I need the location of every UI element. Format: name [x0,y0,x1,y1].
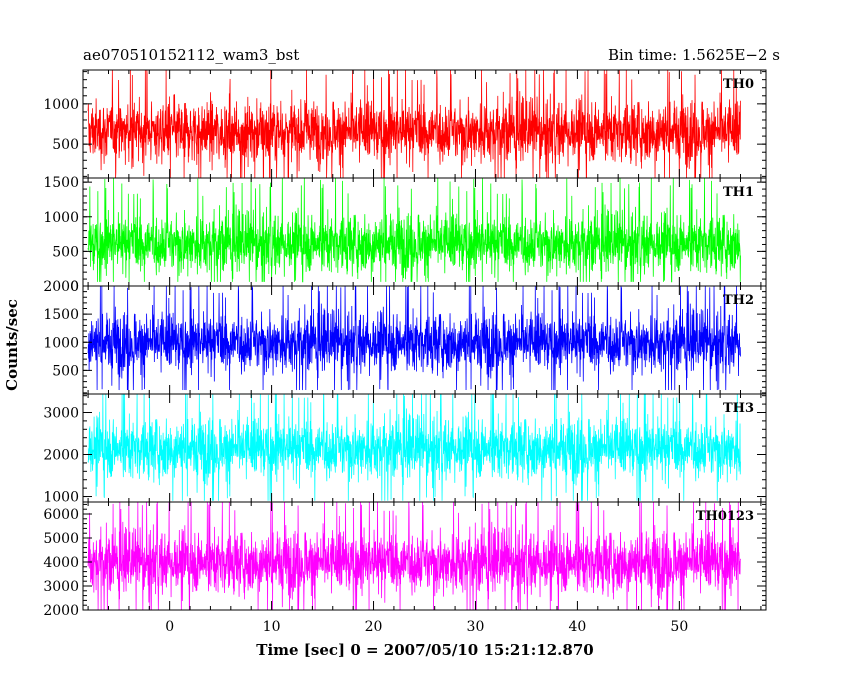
series-label-th0123: TH0123 [696,509,754,524]
y-tick-label: 2000 [43,603,79,619]
chart-title: ae070510152112_wam3_bst [83,46,299,64]
series-label-th3: TH3 [723,401,754,416]
x-tick-label: 30 [467,619,485,635]
y-tick-label: 1000 [43,210,79,226]
y-tick-label: 1500 [43,307,79,323]
y-axis-label: Counts/sec [3,299,21,391]
panel-th1: 0 500 1000 1500 TH1 [43,175,767,295]
x-tick-label: 40 [568,619,586,635]
series-trace-th1 [87,178,741,283]
panel-th2: 500 1000 1500 2000 TH2 [43,279,767,395]
panels-group: 500 1000 TH0 0 500 1000 1500 TH1 500 1000 1500 2000… [43,69,767,619]
y-tick-label: 1000 [43,490,79,506]
y-tick-label: 4000 [43,555,79,571]
x-tick-label: 0 [165,619,174,635]
y-tick-label: 500 [52,244,79,260]
y-tick-label: 5000 [43,531,79,547]
x-axis: 0 10 20 30 40 50 [165,619,688,635]
y-tick-label: 1000 [43,335,79,351]
series-label-th2: TH2 [723,293,754,308]
y-tick-label: 3000 [43,405,79,421]
y-tick-label: 1500 [43,175,79,191]
x-tick-label: 10 [263,619,281,635]
panel-th0123: 2000 3000 4000 5000 6000 TH0123 [43,501,767,619]
x-axis-label: Time [sec] 0 = 2007/05/10 15:21:12.870 [256,641,593,659]
panel-th0: 500 1000 TH0 [43,69,767,179]
y-tick-label: 3000 [43,579,79,595]
series-trace-th3 [87,394,741,501]
panel-frame [82,501,767,611]
series-trace-th0123 [87,502,741,610]
x-tick-label: 20 [365,619,383,635]
y-tick-label: 500 [52,137,79,153]
y-tick-label: 6000 [43,507,79,523]
chart-subtitle: Bin time: 1.5625E−2 s [608,46,780,64]
series-label-th0: TH0 [723,77,754,92]
series-label-th1: TH1 [723,185,754,200]
y-tick-label: 0 [70,279,79,295]
y-tick-label: 500 [52,363,79,379]
y-tick-label: 1000 [43,97,79,113]
panel-th3: 1000 2000 3000 TH3 [43,393,767,506]
series-trace-th0 [87,70,741,178]
x-tick-label: 50 [670,619,688,635]
y-tick-label: 2000 [43,448,79,464]
series-trace-th2 [87,286,741,391]
y-tick-label: 2000 [43,279,79,295]
